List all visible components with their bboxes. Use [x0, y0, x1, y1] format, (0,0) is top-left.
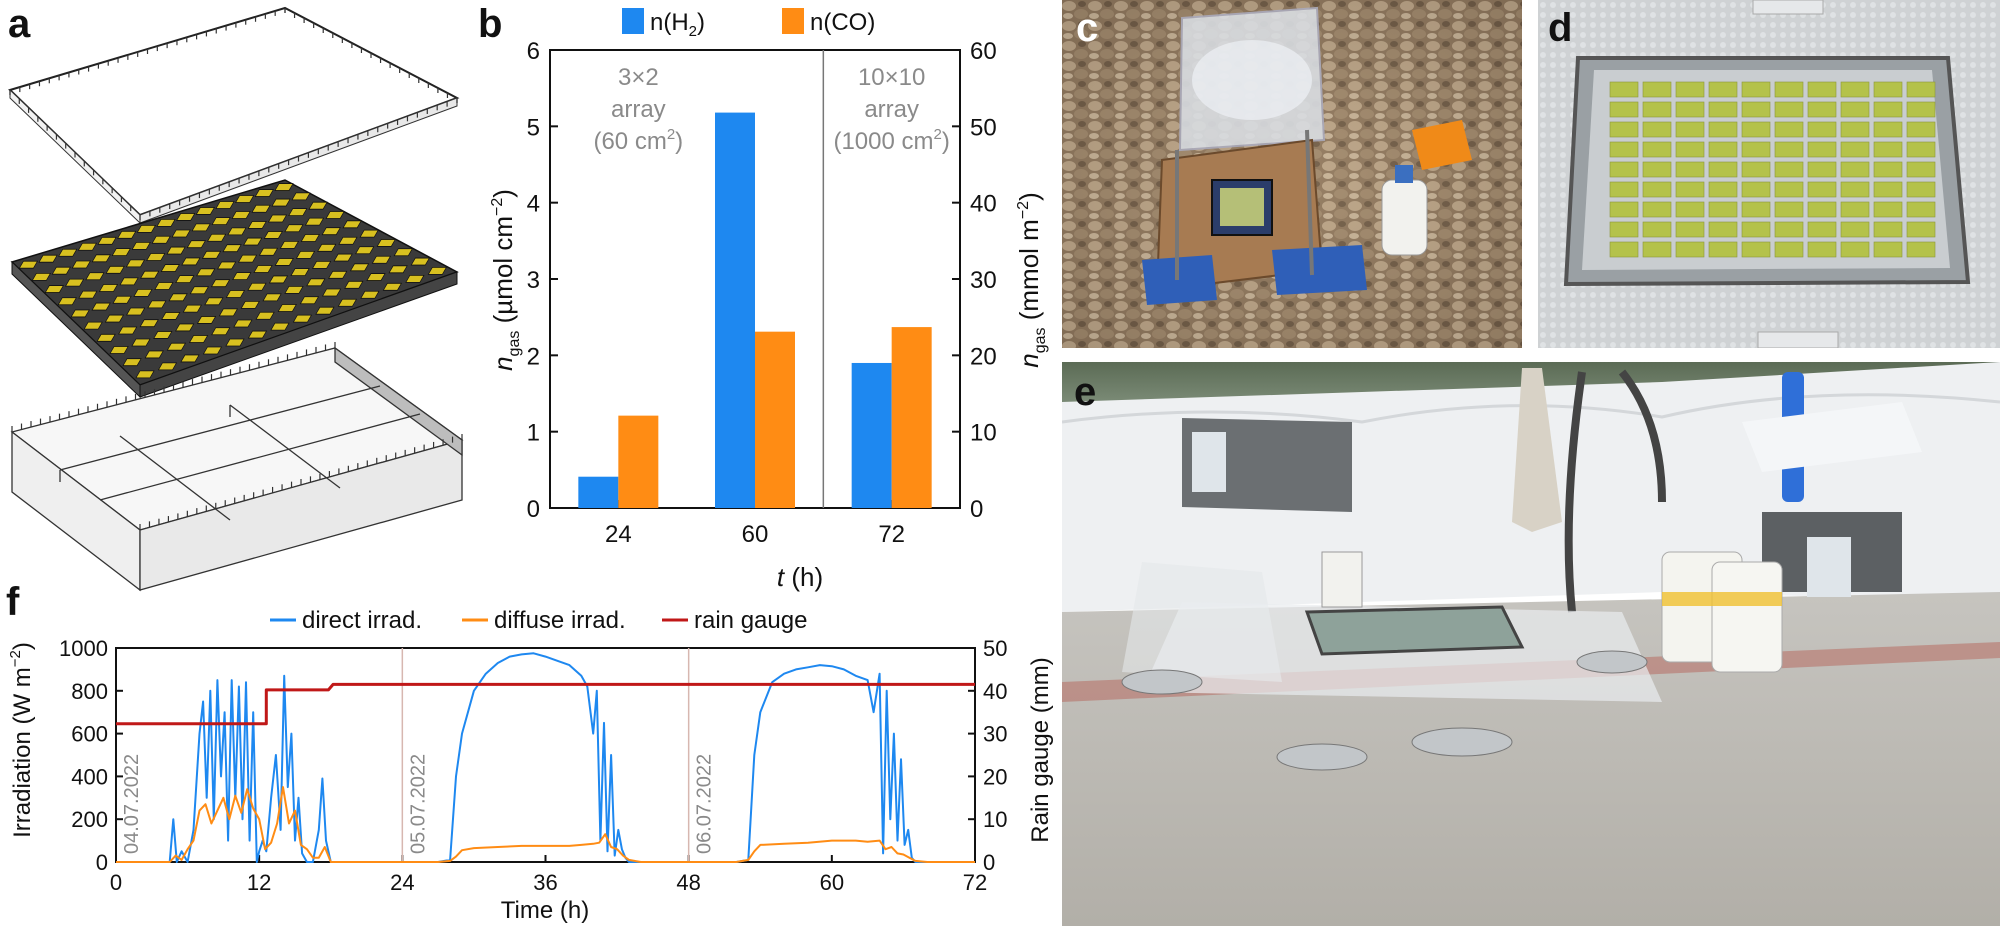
- svg-text:array: array: [864, 96, 919, 123]
- chart-f-xlabel: Time (h): [501, 897, 589, 924]
- chart-b-xlabel: t (h): [777, 562, 823, 592]
- gas-evolution-bar-chart: 0 0 1 10 2 20 3 30 4 40 5 50 6 60 24 60 72 3×2 array (60 c…: [488, 8, 1049, 592]
- svg-text:n(H2): n(H2): [650, 9, 705, 40]
- legend-swatch-co: [782, 8, 804, 34]
- chart-f-legend: direct irrad. diffuse irrad. rain gauge: [270, 607, 807, 634]
- bar-co-60: [755, 331, 795, 508]
- chart-f-ytick-left: 1000: [59, 636, 108, 661]
- chart-b-ytick-left: 2: [527, 343, 540, 370]
- chart-b-ytick-right: 60: [970, 38, 997, 65]
- svg-text:10×10: 10×10: [858, 64, 925, 91]
- chart-b-ytick-left: 5: [527, 114, 540, 141]
- photoelectrode-array: [10, 179, 459, 399]
- glass-lid: [8, 6, 460, 225]
- svg-text:ngas (µmol cm−2): ngas (µmol cm−2): [488, 189, 523, 371]
- panel-e-photo-outdoor-setup: e: [1062, 362, 2000, 926]
- chart-f-xtick: 12: [247, 870, 271, 895]
- bar-h2-72: [851, 362, 892, 508]
- chart-f-ytick-right: 50: [983, 636, 1007, 661]
- panel-letter-e: e: [1074, 370, 1097, 414]
- series-line-diffuse: [116, 786, 975, 863]
- chart-b-ytick-right: 40: [970, 191, 997, 218]
- panel-letter-a: a: [8, 2, 31, 46]
- panel-b-chart: 0 0 1 10 2 20 3 30 4 40 5 50 6 60 24 60 72 3×2 array (60 c…: [470, 0, 1060, 600]
- chart-b-ytick-left: 3: [527, 267, 540, 294]
- bar-h2-24: [578, 476, 619, 508]
- chart-b-ytick-right: 30: [970, 267, 997, 294]
- chart-b-ytick-right: 10: [970, 420, 997, 447]
- panel-letter-d: d: [1548, 6, 1573, 50]
- chart-f-ytick-right: 40: [983, 679, 1007, 704]
- chart-f-xtick: 60: [820, 870, 844, 895]
- chart-f-ytick-right: 0: [983, 850, 995, 875]
- chart-b-ylabel-left: ngas (µmol cm−2): [488, 189, 523, 371]
- svg-text:Irradiation (W m−2): Irradiation (W m−2): [7, 642, 36, 838]
- chart-f-day-label: 06.07.2022: [694, 754, 716, 854]
- chart-f-ytick-left: 0: [96, 850, 108, 875]
- chart-f-xtick: 72: [963, 870, 987, 895]
- chart-b-ylabel-right: ngas (mmol m−2): [1014, 192, 1049, 368]
- series-line-rain: [116, 682, 975, 726]
- svg-text:(60 cm2): (60 cm2): [593, 126, 683, 155]
- chart-f-ytick-right: 30: [983, 722, 1007, 747]
- chart-b-ytick-left: 4: [527, 191, 540, 218]
- chart-b-xtick: 60: [742, 521, 769, 548]
- chart-b-xtick: 24: [605, 521, 632, 548]
- bar-co-72: [891, 327, 932, 508]
- chart-b-ytick-left: 0: [527, 496, 540, 523]
- chart-b-ytick-right: 20: [970, 343, 997, 370]
- chart-f-ytick-left: 400: [71, 764, 108, 789]
- chart-b-ytick-right: 0: [970, 496, 983, 523]
- svg-text:array: array: [611, 96, 666, 123]
- panel-letter-f: f: [6, 580, 20, 624]
- chart-f-ytick-left: 200: [71, 807, 108, 832]
- legend-swatch-h2: [622, 8, 644, 34]
- reactor-frame: [10, 342, 464, 592]
- chart-f-ytick-right: 10: [983, 807, 1007, 832]
- exploded-reactor-drawing: [8, 6, 464, 592]
- chart-f-day-label: 05.07.2022: [407, 754, 429, 854]
- panel-c-photo-small-array: c: [1062, 0, 1522, 348]
- legend-label-co: n(CO): [810, 9, 875, 36]
- chart-f-xtick: 36: [533, 870, 557, 895]
- chart-f-ylabel-left: Irradiation (W m−2): [7, 642, 36, 838]
- chart-f-ytick-left: 600: [71, 722, 108, 747]
- chart-b-xtick: 72: [878, 521, 905, 548]
- svg-text:ngas (mmol m−2): ngas (mmol m−2): [1014, 192, 1049, 368]
- legend-label-diffuse: diffuse irrad.: [494, 607, 626, 634]
- svg-text:(1000 cm2): (1000 cm2): [833, 126, 949, 155]
- bar-co-24: [618, 415, 659, 508]
- chart-b-legend: n(H2) n(CO): [622, 8, 875, 40]
- svg-text:3×2: 3×2: [618, 64, 659, 91]
- chart-b-annotation-0: 3×2 array (60 cm2): [593, 64, 683, 155]
- panel-a-exploded-view: [0, 0, 470, 600]
- chart-b-ytick-left: 6: [527, 38, 540, 65]
- legend-label-rain: rain gauge: [694, 607, 807, 634]
- chart-b-ytick-right: 50: [970, 114, 997, 141]
- chart-f-ytick-left: 800: [71, 679, 108, 704]
- panel-letter-b: b: [478, 2, 503, 46]
- chart-f-ylabel-right: Rain gauge (mm): [1027, 657, 1054, 842]
- chart-f-xtick: 24: [390, 870, 414, 895]
- bar-h2-60: [715, 112, 755, 509]
- chart-f-xtick: 0: [110, 870, 122, 895]
- chart-b-ytick-left: 1: [527, 420, 540, 447]
- panel-d-photo-large-array: d: [1538, 0, 2000, 348]
- chart-f-ytick-right: 20: [983, 764, 1007, 789]
- legend-label-direct: direct irrad.: [302, 607, 422, 634]
- series-line-direct: [116, 652, 975, 863]
- panel-f-chart: 0 0 200 10 400 20 600 30 800 40 1000 50 0 12 24 36 48 60 7…: [0, 600, 1060, 926]
- chart-f-xtick: 48: [676, 870, 700, 895]
- panel-letter-c: c: [1076, 6, 1099, 50]
- chart-b-annotation-1: 10×10 array (1000 cm2): [833, 64, 949, 155]
- chart-f-day-label: 04.07.2022: [121, 754, 143, 854]
